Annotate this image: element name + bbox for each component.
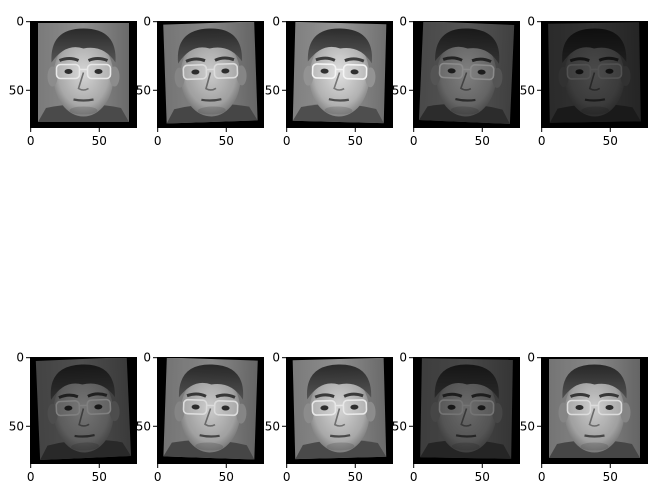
axes-frame [286, 357, 393, 464]
y-tick-label: 50 [265, 419, 280, 433]
x-tick-label: 50 [92, 134, 107, 148]
y-tick-label: 50 [136, 419, 151, 433]
face-panel-r2-c1: 0 50 0 50 [9, 351, 137, 484]
face-panel-r2-c3: 0 50 0 50 [265, 351, 393, 484]
x-tick-label: 0 [283, 470, 291, 484]
face-image [413, 21, 520, 128]
face-image [541, 357, 648, 464]
x-tick-label: 0 [283, 134, 291, 148]
face-panel-r1-c2: 0 50 0 50 [136, 15, 264, 148]
y-tick-label: 0 [399, 15, 407, 29]
face-panel-r1-c4: 0 50 0 50 [392, 15, 520, 148]
x-tick-label: 0 [27, 134, 35, 148]
face-panel-r1-c1: 0 50 0 50 [9, 15, 137, 148]
x-tick-label: 0 [154, 134, 162, 148]
y-tick-label: 0 [272, 351, 280, 365]
face-panel-r1-c3: 0 50 0 50 [265, 15, 393, 148]
face-panel-r2-c4: 0 50 0 50 [392, 351, 520, 484]
axes-frame [541, 21, 648, 128]
face-image [286, 21, 393, 128]
x-tick-label: 50 [219, 134, 234, 148]
y-tick-label: 0 [143, 15, 151, 29]
x-tick-label: 0 [538, 470, 546, 484]
x-tick-label: 50 [92, 470, 107, 484]
y-tick-label: 50 [520, 83, 535, 97]
y-tick-label: 50 [136, 83, 151, 97]
axes-frame [157, 21, 264, 128]
y-tick-label: 0 [399, 351, 407, 365]
x-tick-label: 0 [154, 470, 162, 484]
x-tick-label: 0 [538, 134, 546, 148]
face-image [157, 357, 264, 464]
y-tick-label: 50 [9, 83, 24, 97]
y-tick-label: 50 [392, 419, 407, 433]
x-tick-label: 50 [603, 134, 618, 148]
x-tick-label: 0 [410, 470, 418, 484]
face-image [541, 21, 648, 128]
face-image [413, 357, 520, 464]
y-tick-label: 50 [520, 419, 535, 433]
axes-frame [413, 357, 520, 464]
y-tick-label: 0 [143, 351, 151, 365]
axes-frame [157, 357, 264, 464]
axes-frame [30, 357, 137, 464]
x-tick-label: 0 [27, 470, 35, 484]
y-tick-label: 0 [527, 15, 535, 29]
y-tick-label: 0 [16, 351, 24, 365]
face-image [30, 357, 137, 464]
x-tick-label: 0 [410, 134, 418, 148]
x-tick-label: 50 [348, 134, 363, 148]
x-tick-label: 50 [219, 470, 234, 484]
y-tick-label: 0 [527, 351, 535, 365]
axes-frame [541, 357, 648, 464]
y-tick-label: 50 [265, 83, 280, 97]
face-image [30, 21, 137, 128]
axes-frame [286, 21, 393, 128]
x-tick-label: 50 [348, 470, 363, 484]
axes-frame [30, 21, 137, 128]
x-tick-label: 50 [603, 470, 618, 484]
face-panel-r2-c2: 0 50 0 50 [136, 351, 264, 484]
x-tick-label: 50 [475, 470, 490, 484]
y-tick-label: 0 [272, 15, 280, 29]
face-image [157, 21, 264, 128]
face-panel-r1-c5: 0 50 0 50 [520, 15, 648, 148]
x-tick-label: 50 [475, 134, 490, 148]
y-tick-label: 50 [9, 419, 24, 433]
face-panel-r2-c5: 0 50 0 50 [520, 351, 648, 484]
y-tick-label: 50 [392, 83, 407, 97]
face-image [286, 357, 393, 464]
y-tick-label: 0 [16, 15, 24, 29]
axes-frame [413, 21, 520, 128]
